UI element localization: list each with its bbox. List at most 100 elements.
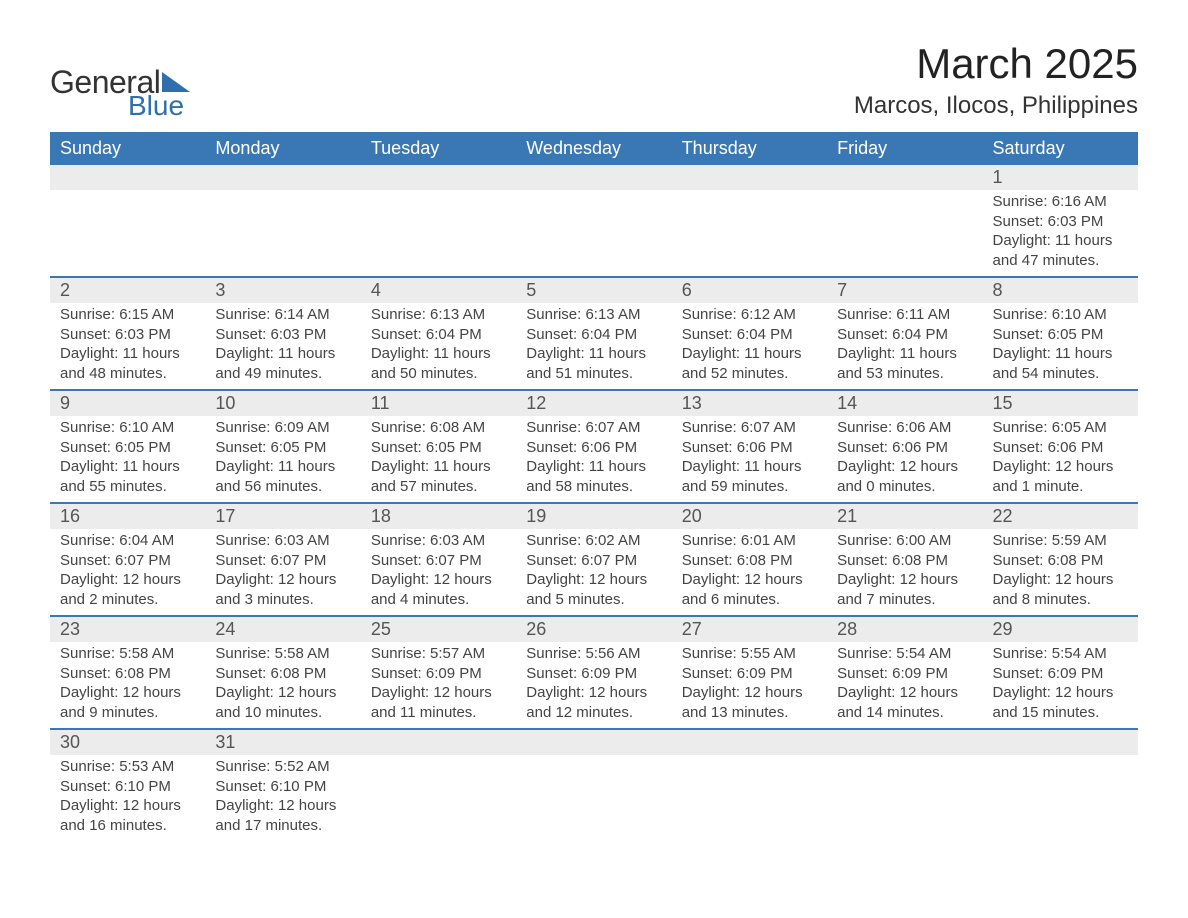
day-of-week-header-row: Sunday Monday Tuesday Wednesday Thursday…: [50, 132, 1138, 165]
day-number-cell: 17: [205, 503, 360, 529]
sunset-text: Sunset: 6:05 PM: [215, 438, 350, 458]
daylight-text-line2: and 53 minutes.: [837, 364, 972, 384]
day-detail-cell: Sunrise: 6:00 AMSunset: 6:08 PMDaylight:…: [827, 529, 982, 616]
daylight-text-line1: Daylight: 12 hours: [371, 570, 506, 590]
sunrise-text: Sunrise: 6:15 AM: [60, 305, 195, 325]
day-detail-cell: [827, 755, 982, 841]
day-detail-cell: [672, 755, 827, 841]
day-detail-cell: Sunrise: 6:01 AMSunset: 6:08 PMDaylight:…: [672, 529, 827, 616]
day-detail-cell: Sunrise: 5:55 AMSunset: 6:09 PMDaylight:…: [672, 642, 827, 729]
daylight-text-line2: and 8 minutes.: [993, 590, 1128, 610]
daylight-text-line2: and 12 minutes.: [526, 703, 661, 723]
day-detail-cell: Sunrise: 6:07 AMSunset: 6:06 PMDaylight:…: [516, 416, 671, 503]
sunrise-text: Sunrise: 6:10 AM: [993, 305, 1128, 325]
dow-thursday: Thursday: [672, 132, 827, 165]
dow-friday: Friday: [827, 132, 982, 165]
daylight-text-line2: and 51 minutes.: [526, 364, 661, 384]
sunset-text: Sunset: 6:05 PM: [371, 438, 506, 458]
sunrise-text: Sunrise: 5:59 AM: [993, 531, 1128, 551]
daylight-text-line2: and 56 minutes.: [215, 477, 350, 497]
daylight-text-line2: and 10 minutes.: [215, 703, 350, 723]
daylight-text-line1: Daylight: 12 hours: [60, 796, 195, 816]
day-detail-cell: [361, 190, 516, 277]
dow-tuesday: Tuesday: [361, 132, 516, 165]
day-number-cell: 29: [983, 616, 1138, 642]
daylight-text-line2: and 6 minutes.: [682, 590, 817, 610]
day-detail-cell: Sunrise: 5:59 AMSunset: 6:08 PMDaylight:…: [983, 529, 1138, 616]
day-number-cell: 13: [672, 390, 827, 416]
sunset-text: Sunset: 6:06 PM: [837, 438, 972, 458]
day-number-cell: 20: [672, 503, 827, 529]
daylight-text-line1: Daylight: 12 hours: [837, 683, 972, 703]
day-detail-cell: Sunrise: 6:15 AMSunset: 6:03 PMDaylight:…: [50, 303, 205, 390]
week-detail-row: Sunrise: 6:15 AMSunset: 6:03 PMDaylight:…: [50, 303, 1138, 390]
title-block: March 2025 Marcos, Ilocos, Philippines: [854, 40, 1138, 120]
week-detail-row: Sunrise: 6:16 AMSunset: 6:03 PMDaylight:…: [50, 190, 1138, 277]
sunrise-text: Sunrise: 5:58 AM: [215, 644, 350, 664]
sunset-text: Sunset: 6:08 PM: [215, 664, 350, 684]
logo-triangle-icon: [162, 72, 190, 92]
daylight-text-line1: Daylight: 11 hours: [60, 457, 195, 477]
day-detail-cell: Sunrise: 6:11 AMSunset: 6:04 PMDaylight:…: [827, 303, 982, 390]
sunrise-text: Sunrise: 6:14 AM: [215, 305, 350, 325]
sunset-text: Sunset: 6:06 PM: [526, 438, 661, 458]
day-number-cell: [672, 165, 827, 190]
sunset-text: Sunset: 6:10 PM: [215, 777, 350, 797]
sunset-text: Sunset: 6:04 PM: [371, 325, 506, 345]
daylight-text-line1: Daylight: 11 hours: [215, 344, 350, 364]
dow-monday: Monday: [205, 132, 360, 165]
day-detail-cell: [827, 190, 982, 277]
sunset-text: Sunset: 6:08 PM: [837, 551, 972, 571]
sunset-text: Sunset: 6:07 PM: [60, 551, 195, 571]
sunrise-text: Sunrise: 6:10 AM: [60, 418, 195, 438]
day-detail-cell: Sunrise: 6:07 AMSunset: 6:06 PMDaylight:…: [672, 416, 827, 503]
sunrise-text: Sunrise: 6:07 AM: [526, 418, 661, 438]
daylight-text-line1: Daylight: 11 hours: [215, 457, 350, 477]
sunrise-text: Sunrise: 6:04 AM: [60, 531, 195, 551]
day-number-cell: 25: [361, 616, 516, 642]
day-detail-cell: [205, 190, 360, 277]
day-number-cell: 16: [50, 503, 205, 529]
location-subtitle: Marcos, Ilocos, Philippines: [854, 92, 1138, 120]
sunrise-text: Sunrise: 6:06 AM: [837, 418, 972, 438]
logo-text-blue: Blue: [128, 92, 190, 120]
day-detail-cell: Sunrise: 6:03 AMSunset: 6:07 PMDaylight:…: [361, 529, 516, 616]
day-detail-cell: [516, 755, 671, 841]
day-number-cell: [827, 165, 982, 190]
sunset-text: Sunset: 6:08 PM: [60, 664, 195, 684]
day-number-cell: 23: [50, 616, 205, 642]
week-daynum-row: 3031: [50, 729, 1138, 755]
sunrise-text: Sunrise: 6:03 AM: [371, 531, 506, 551]
daylight-text-line1: Daylight: 11 hours: [682, 344, 817, 364]
daylight-text-line1: Daylight: 12 hours: [215, 683, 350, 703]
sunrise-text: Sunrise: 5:58 AM: [60, 644, 195, 664]
sunset-text: Sunset: 6:07 PM: [526, 551, 661, 571]
sunrise-text: Sunrise: 6:13 AM: [526, 305, 661, 325]
daylight-text-line1: Daylight: 12 hours: [993, 683, 1128, 703]
day-number-cell: 22: [983, 503, 1138, 529]
day-number-cell: 12: [516, 390, 671, 416]
sunset-text: Sunset: 6:09 PM: [371, 664, 506, 684]
sunrise-text: Sunrise: 6:09 AM: [215, 418, 350, 438]
daylight-text-line2: and 13 minutes.: [682, 703, 817, 723]
week-daynum-row: 1: [50, 165, 1138, 190]
sunrise-text: Sunrise: 5:56 AM: [526, 644, 661, 664]
day-number-cell: 8: [983, 277, 1138, 303]
sunset-text: Sunset: 6:05 PM: [993, 325, 1128, 345]
day-detail-cell: Sunrise: 5:57 AMSunset: 6:09 PMDaylight:…: [361, 642, 516, 729]
daylight-text-line1: Daylight: 12 hours: [682, 683, 817, 703]
day-detail-cell: Sunrise: 6:16 AMSunset: 6:03 PMDaylight:…: [983, 190, 1138, 277]
daylight-text-line1: Daylight: 12 hours: [60, 570, 195, 590]
sunset-text: Sunset: 6:06 PM: [993, 438, 1128, 458]
day-number-cell: 1: [983, 165, 1138, 190]
daylight-text-line1: Daylight: 12 hours: [526, 683, 661, 703]
daylight-text-line1: Daylight: 11 hours: [993, 231, 1128, 251]
day-number-cell: 27: [672, 616, 827, 642]
sunset-text: Sunset: 6:09 PM: [682, 664, 817, 684]
sunset-text: Sunset: 6:03 PM: [993, 212, 1128, 232]
sunset-text: Sunset: 6:09 PM: [993, 664, 1128, 684]
sunset-text: Sunset: 6:04 PM: [526, 325, 661, 345]
sunrise-text: Sunrise: 6:07 AM: [682, 418, 817, 438]
daylight-text-line1: Daylight: 12 hours: [993, 457, 1128, 477]
day-number-cell: 21: [827, 503, 982, 529]
